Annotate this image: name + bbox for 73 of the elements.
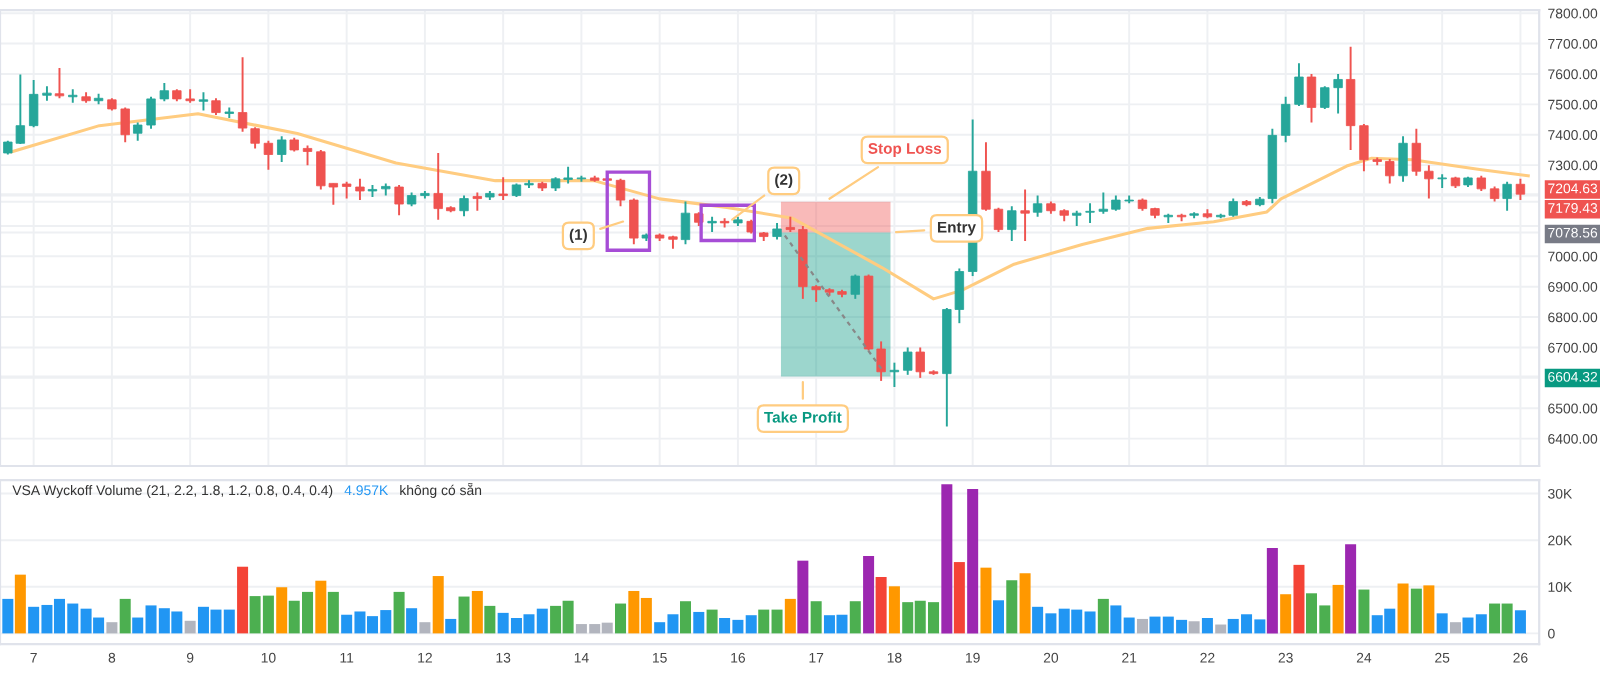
bar bbox=[1449, 622, 1461, 634]
bar bbox=[1136, 618, 1148, 634]
bar bbox=[1358, 589, 1370, 634]
candlestick bbox=[1398, 135, 1408, 183]
bar bbox=[237, 566, 249, 634]
bar bbox=[1345, 544, 1357, 634]
candlestick bbox=[1502, 180, 1512, 212]
bar bbox=[106, 622, 118, 634]
bar bbox=[980, 567, 992, 634]
bar bbox=[941, 484, 953, 634]
candlestick bbox=[302, 144, 313, 167]
bar bbox=[1188, 621, 1200, 634]
bar bbox=[458, 596, 470, 634]
bar bbox=[1201, 618, 1213, 634]
bar bbox=[863, 556, 875, 634]
candlestick bbox=[198, 91, 209, 112]
bar bbox=[953, 562, 965, 634]
bar bbox=[693, 611, 705, 634]
bar bbox=[1423, 585, 1435, 634]
candlestick bbox=[459, 194, 469, 218]
candlestick bbox=[277, 135, 287, 164]
bar bbox=[1006, 580, 1018, 634]
candlestick bbox=[1007, 205, 1017, 243]
bar bbox=[184, 620, 196, 634]
candlestick bbox=[903, 346, 913, 376]
bar bbox=[1332, 584, 1344, 634]
candlestick bbox=[54, 66, 65, 100]
candlestick bbox=[1032, 194, 1043, 218]
bar bbox=[706, 609, 718, 634]
candlestick bbox=[850, 273, 860, 300]
bar bbox=[810, 601, 822, 634]
bar bbox=[276, 587, 288, 634]
bar bbox=[445, 618, 457, 634]
candlestick bbox=[615, 177, 626, 208]
bar bbox=[1280, 594, 1292, 634]
bar bbox=[393, 591, 405, 634]
bar bbox=[1514, 610, 1526, 634]
candlestick bbox=[394, 183, 404, 217]
candlestick bbox=[1515, 177, 1526, 202]
bar bbox=[1215, 624, 1227, 634]
bar bbox=[888, 586, 900, 634]
bar bbox=[1266, 548, 1278, 634]
bar bbox=[327, 591, 339, 634]
bar bbox=[849, 601, 861, 634]
bar bbox=[1436, 613, 1448, 634]
bar bbox=[1097, 598, 1109, 634]
bar bbox=[419, 622, 431, 634]
candlestick bbox=[498, 176, 508, 202]
bar bbox=[797, 560, 809, 634]
candlestick bbox=[1020, 188, 1030, 243]
candlestick bbox=[1306, 73, 1317, 124]
bar bbox=[406, 608, 418, 634]
bar bbox=[119, 598, 131, 634]
bar bbox=[1293, 564, 1305, 634]
candlestick bbox=[915, 346, 925, 379]
candlestick bbox=[680, 200, 691, 246]
bar bbox=[14, 574, 26, 634]
bar bbox=[615, 603, 627, 634]
bar bbox=[1019, 573, 1031, 634]
bar bbox=[967, 488, 979, 634]
bar bbox=[471, 590, 483, 634]
bar bbox=[875, 576, 887, 634]
bar bbox=[484, 605, 496, 634]
bar bbox=[2, 598, 14, 634]
candlestick bbox=[629, 197, 639, 246]
bar bbox=[1397, 583, 1409, 634]
bar bbox=[992, 600, 1004, 634]
candlestick bbox=[472, 191, 483, 212]
bar bbox=[679, 601, 691, 634]
bar bbox=[315, 580, 327, 634]
bar bbox=[784, 598, 796, 634]
bar bbox=[1410, 588, 1422, 634]
bar bbox=[432, 576, 444, 634]
